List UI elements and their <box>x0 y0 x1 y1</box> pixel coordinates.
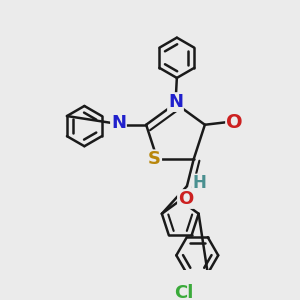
Text: O: O <box>178 190 193 208</box>
Text: H: H <box>192 174 206 192</box>
Text: N: N <box>111 114 126 132</box>
Text: Cl: Cl <box>174 284 194 300</box>
Text: S: S <box>148 150 161 168</box>
Text: O: O <box>226 112 243 132</box>
Text: N: N <box>168 93 183 111</box>
